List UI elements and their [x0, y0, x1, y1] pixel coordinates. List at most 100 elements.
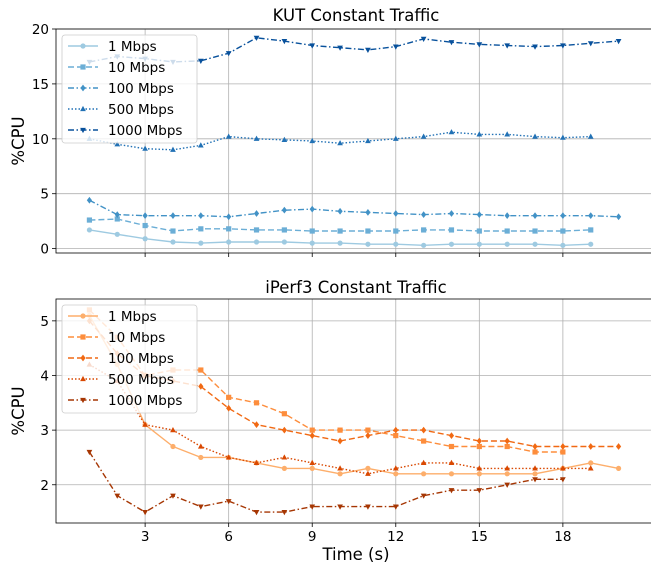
kut-y-tick-label: 5 [40, 187, 49, 203]
kut-data-point-1-mbps [142, 236, 148, 242]
kut-data-point-1000-mbps [225, 51, 232, 57]
kut-data-point-1-mbps [86, 227, 93, 233]
iperf3-data-point-10-mbps [532, 449, 538, 455]
kut-data-point-1-mbps [114, 231, 120, 237]
iperf3-x-tick-label: 9 [308, 529, 317, 545]
iperf3-data-point-1-mbps [588, 460, 594, 466]
kut-data-point-100-mbps [532, 212, 538, 220]
iperf3-data-point-100-mbps [309, 432, 315, 439]
kut-y-tick-label: 0 [40, 242, 49, 258]
kut-chart-title: KUT Constant Traffic [273, 6, 440, 25]
iperf3-axes-frame [55, 298, 651, 524]
kut-data-point-1000-mbps [504, 43, 511, 49]
kut-data-point-1-mbps [588, 241, 594, 247]
iperf3-chart-panel: iPerf3 Constant Traffic 3 6 9 12 15 18 2 3 4 5 %C… [9, 278, 651, 564]
kut-legend: 1 Mbps 10 Mbps 100 Mbps 500 Mbps 1000 Mbps [61, 34, 198, 144]
kut-data-point-10-mbps [337, 228, 343, 234]
iperf3-data-point-1-mbps [309, 465, 315, 471]
kut-data-point-1-mbps [309, 240, 315, 246]
iperf3-data-point-500-mbps [170, 427, 176, 433]
iperf3-data-point-1000-mbps [448, 488, 455, 494]
kut-data-point-100-mbps [309, 205, 315, 213]
iperf3-series-1000-mbps [86, 449, 566, 516]
kut-data-point-100-mbps [170, 212, 176, 220]
kut-data-point-500-mbps [337, 140, 343, 146]
kut-data-point-1-mbps [560, 242, 566, 248]
iperf3-data-point-100-mbps [476, 437, 482, 445]
kut-series-100-mbps [86, 196, 622, 221]
kut-legend-entry-100-mbps: 100 Mbps [68, 81, 174, 97]
iperf3-data-point-100-mbps [281, 426, 287, 434]
kut-data-point-500-mbps [392, 135, 399, 141]
kut-data-point-1-mbps [170, 239, 176, 245]
kut-data-point-10-mbps [281, 227, 287, 233]
iperf3-data-point-1000-mbps [365, 504, 371, 510]
kut-data-point-100-mbps [615, 213, 622, 221]
kut-data-point-500-mbps [532, 133, 538, 139]
iperf3-legend-label-500-mbps: 500 Mbps [108, 372, 174, 388]
iperf3-legend-marker-10-mbps [80, 334, 86, 340]
iperf3-data-point-100-mbps [560, 443, 566, 450]
kut-data-point-100-mbps [253, 210, 260, 217]
iperf3-data-point-1-mbps [532, 471, 538, 477]
kut-data-point-10-mbps [588, 227, 594, 233]
iperf3-data-point-500-mbps [587, 465, 594, 471]
kut-legend-label-1000-mbps: 1000 Mbps [108, 123, 182, 139]
iperf3-legend-marker-500-mbps [80, 375, 86, 382]
iperf3-legend-entry-1-mbps: 1 Mbps [68, 309, 157, 325]
iperf3-legend-marker-100-mbps [80, 354, 86, 362]
iperf3-data-point-500-mbps [309, 459, 316, 465]
kut-data-point-1-mbps [198, 240, 204, 246]
kut-data-point-1000-mbps [560, 43, 566, 49]
iperf3-legend: 1 Mbps 10 Mbps 100 Mbps 500 Mbps 1000 Mbps [61, 304, 198, 414]
iperf3-series-line-1000-mbps [88, 451, 563, 513]
kut-data-point-1000-mbps [337, 45, 343, 51]
iperf3-data-point-1-mbps [393, 471, 399, 477]
iperf3-data-point-100-mbps [588, 443, 594, 450]
kut-series-10-mbps [86, 216, 594, 234]
kut-data-point-100-mbps [198, 212, 204, 220]
iperf3-data-point-10-mbps [365, 427, 371, 433]
kut-data-point-1-mbps [504, 241, 510, 247]
iperf3-x-tick-label: 3 [141, 529, 150, 545]
kut-data-point-500-mbps [281, 136, 288, 142]
iperf3-y-axis-label: %CPU [9, 386, 28, 435]
iperf3-legend-label-10-mbps: 10 Mbps [108, 330, 165, 346]
kut-data-point-1-mbps [337, 240, 343, 246]
kut-data-point-1000-mbps [281, 38, 288, 45]
kut-data-point-500-mbps [309, 137, 316, 144]
kut-data-point-100-mbps [421, 211, 427, 218]
kut-series-line-100-mbps [89, 199, 619, 218]
kut-legend-label-100-mbps: 100 Mbps [108, 81, 174, 97]
kut-data-point-1-mbps [448, 241, 455, 247]
iperf3-data-point-1000-mbps [476, 488, 483, 494]
kut-data-point-500-mbps [365, 137, 371, 144]
kut-data-point-500-mbps [504, 131, 511, 137]
iperf3-data-point-500-mbps [337, 465, 343, 471]
iperf3-data-point-500-mbps [504, 465, 511, 471]
kut-legend-entry-1-mbps: 1 Mbps [68, 39, 157, 55]
iperf3-legend-entry-1000-mbps: 1000 Mbps [68, 393, 182, 409]
kut-data-point-100-mbps [86, 196, 93, 204]
kut-data-point-500-mbps [560, 134, 566, 140]
iperf3-data-point-500-mbps [476, 465, 483, 471]
iperf3-data-point-500-mbps [365, 470, 371, 476]
iperf3-legend-entry-10-mbps: 10 Mbps [68, 330, 165, 346]
iperf3-data-point-1-mbps [476, 471, 482, 477]
kut-data-point-10-mbps [476, 228, 482, 234]
iperf3-data-point-1-mbps [504, 471, 510, 477]
iperf3-data-point-1000-mbps [281, 509, 288, 516]
iperf3-data-point-500-mbps [253, 459, 260, 465]
kut-legend-marker-1000-mbps [80, 127, 86, 134]
kut-data-point-100-mbps [114, 211, 120, 218]
kut-legend-label-1-mbps: 1 Mbps [108, 39, 157, 55]
iperf3-data-point-100-mbps [393, 426, 399, 434]
iperf3-legend-label-1000-mbps: 1000 Mbps [108, 393, 182, 409]
iperf3-data-point-500-mbps [392, 465, 399, 471]
iperf3-data-point-1000-mbps [560, 477, 566, 483]
iperf3-legend-label-1-mbps: 1 Mbps [108, 309, 157, 325]
kut-data-point-100-mbps [281, 206, 287, 214]
iperf3-chart-title: iPerf3 Constant Traffic [265, 278, 446, 297]
iperf3-x-tick-label: 12 [387, 529, 404, 545]
